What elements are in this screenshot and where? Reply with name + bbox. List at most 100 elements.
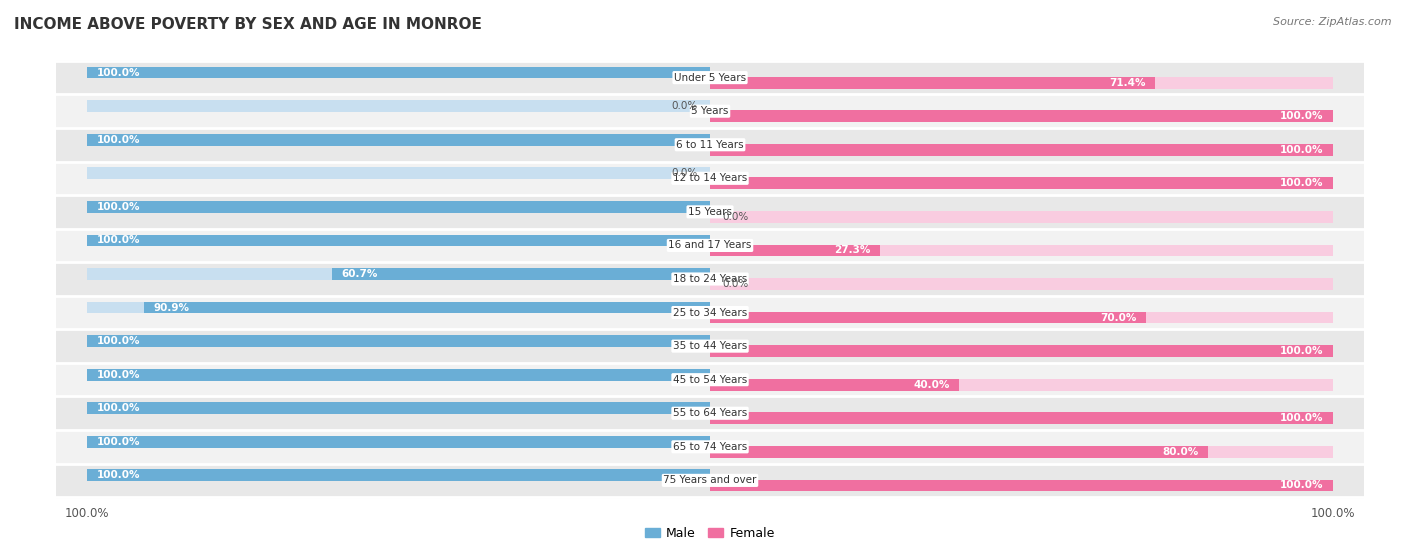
Bar (710, 144, 1333, 156)
Bar (87, 402, 710, 414)
Bar (87, 369, 710, 381)
Bar (332, 268, 710, 280)
Bar (87, 134, 710, 146)
Bar (710, 177, 1333, 189)
Bar (710, 345, 1333, 357)
Text: 100.0%: 100.0% (97, 336, 141, 346)
Bar (710, 446, 1333, 458)
Bar (56, 61, 1364, 94)
Text: 15 Years: 15 Years (688, 207, 733, 217)
Text: 100.0%: 100.0% (1279, 179, 1323, 189)
Bar (87, 67, 710, 79)
Text: 100.0%: 100.0% (97, 369, 141, 379)
Text: 0.0%: 0.0% (723, 212, 749, 222)
Bar (56, 464, 1364, 497)
Text: 35 to 44 Years: 35 to 44 Years (673, 341, 747, 351)
Legend: Male, Female: Male, Female (640, 522, 780, 545)
Bar (710, 479, 1333, 491)
Text: 90.9%: 90.9% (153, 302, 190, 312)
Text: 25 to 34 Years: 25 to 34 Years (673, 307, 747, 318)
Bar (710, 312, 1146, 324)
Text: 100.0%: 100.0% (1279, 480, 1323, 490)
Text: 100.0%: 100.0% (97, 235, 141, 246)
Text: 65 to 74 Years: 65 to 74 Years (673, 442, 747, 452)
Text: 18 to 24 Years: 18 to 24 Years (673, 274, 747, 284)
Bar (710, 144, 1333, 156)
Text: 27.3%: 27.3% (834, 246, 870, 256)
Text: 70.0%: 70.0% (1099, 312, 1136, 323)
Bar (710, 412, 1333, 424)
Text: 0.0%: 0.0% (671, 169, 697, 178)
Bar (710, 211, 1333, 223)
Text: 100.0%: 100.0% (97, 437, 141, 447)
Bar (87, 402, 710, 414)
Text: 6 to 11 Years: 6 to 11 Years (676, 140, 744, 150)
Bar (87, 134, 710, 146)
Text: INCOME ABOVE POVERTY BY SEX AND AGE IN MONROE: INCOME ABOVE POVERTY BY SEX AND AGE IN M… (14, 17, 482, 32)
Bar (87, 302, 710, 314)
Bar (710, 379, 959, 391)
Bar (56, 195, 1364, 229)
Bar (56, 397, 1364, 430)
Bar (56, 329, 1364, 363)
Text: 100.0%: 100.0% (1279, 346, 1323, 356)
Bar (710, 244, 880, 256)
Bar (56, 161, 1364, 195)
Bar (56, 363, 1364, 397)
Bar (710, 446, 1208, 458)
Text: 16 and 17 Years: 16 and 17 Years (668, 240, 752, 251)
Text: 0.0%: 0.0% (671, 101, 697, 111)
Bar (87, 100, 710, 112)
Bar (56, 229, 1364, 262)
Text: Source: ZipAtlas.com: Source: ZipAtlas.com (1274, 17, 1392, 27)
Text: 60.7%: 60.7% (342, 269, 378, 279)
Bar (87, 234, 710, 246)
Text: 5 Years: 5 Years (692, 106, 728, 116)
Text: 100.0%: 100.0% (97, 202, 141, 212)
Bar (143, 302, 710, 314)
Bar (87, 201, 710, 213)
Text: Under 5 Years: Under 5 Years (673, 73, 747, 83)
Text: 40.0%: 40.0% (914, 380, 950, 389)
Bar (56, 128, 1364, 161)
Bar (87, 335, 710, 347)
Text: 55 to 64 Years: 55 to 64 Years (673, 408, 747, 418)
Bar (710, 278, 1333, 290)
Text: 100.0%: 100.0% (1279, 111, 1323, 121)
Text: 71.4%: 71.4% (1109, 78, 1146, 88)
Bar (710, 412, 1333, 424)
Text: 100.0%: 100.0% (97, 134, 141, 145)
Bar (710, 77, 1154, 89)
Bar (710, 110, 1333, 122)
Bar (87, 436, 710, 448)
Bar (87, 469, 710, 481)
Text: 80.0%: 80.0% (1163, 447, 1199, 457)
Bar (87, 201, 710, 213)
Bar (87, 67, 710, 79)
Text: 100.0%: 100.0% (97, 403, 141, 413)
Bar (56, 430, 1364, 464)
Bar (87, 234, 710, 246)
Bar (710, 479, 1333, 491)
Bar (710, 379, 1333, 391)
Text: 45 to 54 Years: 45 to 54 Years (673, 374, 747, 384)
Text: 0.0%: 0.0% (723, 279, 749, 289)
Text: 12 to 14 Years: 12 to 14 Years (673, 174, 747, 184)
Bar (87, 268, 710, 280)
Text: 100.0%: 100.0% (1279, 413, 1323, 424)
Bar (710, 244, 1333, 256)
Bar (710, 177, 1333, 189)
Bar (87, 167, 710, 179)
Bar (87, 469, 710, 481)
Bar (56, 296, 1364, 329)
Bar (710, 345, 1333, 357)
Bar (87, 369, 710, 381)
Bar (710, 110, 1333, 122)
Text: 75 Years and over: 75 Years and over (664, 475, 756, 485)
Text: 100.0%: 100.0% (97, 68, 141, 78)
Bar (56, 94, 1364, 128)
Bar (710, 312, 1333, 324)
Bar (710, 77, 1333, 89)
Text: 100.0%: 100.0% (1279, 145, 1323, 155)
Bar (87, 335, 710, 347)
